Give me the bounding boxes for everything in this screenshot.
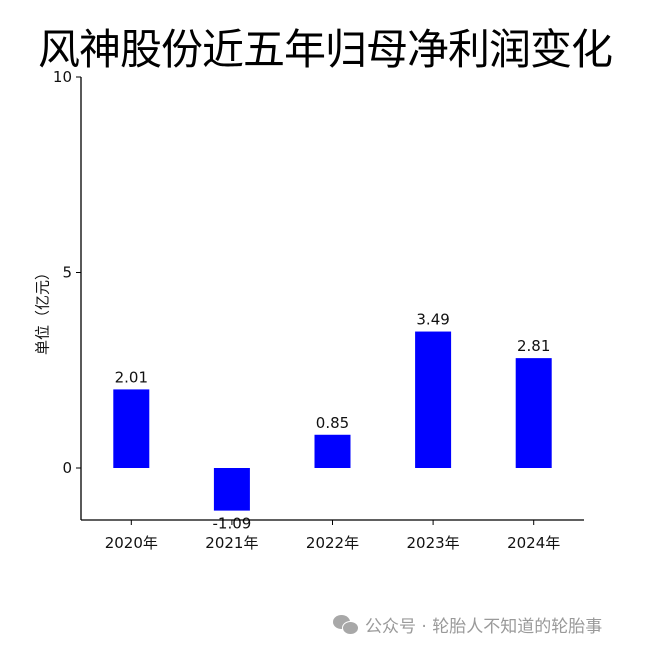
- y-tick-label: 5: [62, 264, 72, 282]
- bars-group: 2.01-1.090.853.492.81: [113, 311, 552, 533]
- bar-2022年: [314, 434, 351, 468]
- bar-value-label: 0.85: [316, 414, 349, 432]
- bar-2023年: [415, 331, 452, 468]
- bar-2021年: [213, 468, 250, 511]
- watermark: 公众号 · 轮胎人不知道的轮胎事: [333, 612, 602, 637]
- wechat-icon: [333, 614, 359, 635]
- watermark-text: 公众号 · 轮胎人不知道的轮胎事: [365, 617, 603, 637]
- bar-2024年: [515, 358, 552, 468]
- x-tick-label: 2021年: [205, 534, 258, 552]
- x-tick-label: 2023年: [407, 534, 460, 552]
- x-tick-label: 2022年: [306, 534, 359, 552]
- axes-group: 2020年 2021年 2022年 2023年 2024年 0 5 10: [53, 68, 584, 552]
- chart-title: 风神股份近五年归母净利润变化: [37, 25, 613, 74]
- bar-value-label: 2.81: [517, 337, 550, 355]
- bar-value-label: 3.49: [416, 311, 449, 329]
- bar-value-label: 2.01: [115, 368, 148, 386]
- bar-2020年: [113, 389, 150, 468]
- x-tick-label: 2020年: [105, 534, 158, 552]
- x-tick-label: 2024年: [507, 534, 560, 552]
- y-tick-label: 0: [62, 459, 72, 477]
- y-tick-label: 10: [53, 68, 72, 86]
